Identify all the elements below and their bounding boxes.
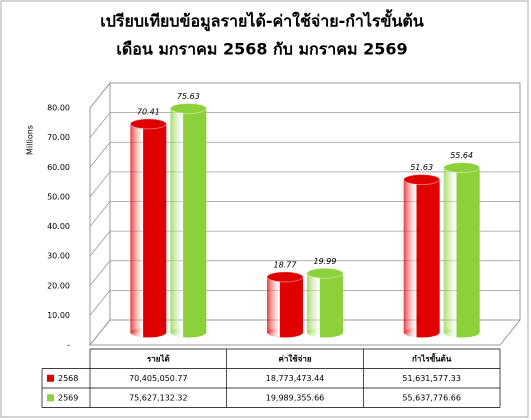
legend-label: 2569 (58, 393, 78, 402)
grid-line (89, 171, 520, 198)
bar-body (267, 276, 303, 333)
table-cell: 55,637,776.66 (402, 393, 461, 402)
data-label: 70.41 (137, 107, 160, 116)
bar-top (129, 118, 167, 130)
chart-title: เปรียบเทียบข้อมูลรายได้-ค่าใช้จ่าย-กำไรข… (100, 9, 424, 33)
bar-top (403, 174, 441, 186)
bar-top (266, 271, 304, 283)
grid-line (89, 141, 520, 168)
grid-line (89, 112, 520, 138)
grid-line (89, 260, 520, 286)
grid-line (89, 82, 520, 109)
data-label: 18.77 (274, 260, 298, 269)
table-header: รายได้ (147, 353, 170, 363)
table-cell: 70,405,050.77 (129, 374, 188, 383)
legend-label: 2568 (58, 374, 78, 383)
grid-line (89, 201, 520, 227)
bar-top (169, 102, 207, 114)
bar (129, 118, 167, 338)
data-label: 19.99 (314, 257, 337, 266)
chart-subtitle: เดือน มกราคม 2568 กับ มกราคม 2569 (116, 40, 407, 59)
data-label: 75.63 (177, 92, 200, 101)
y-tick-label: 50.00 (47, 192, 70, 201)
bar (443, 162, 481, 338)
bar-body (130, 123, 167, 333)
y-tick-label: - (67, 341, 70, 350)
bar-body (307, 273, 343, 333)
y-tick-label: 70.00 (47, 133, 70, 142)
y-tick-label: 20.00 (47, 281, 70, 290)
table-cell: 19,989,355.66 (266, 393, 325, 402)
bar-top (443, 162, 481, 174)
bar-body (443, 167, 480, 333)
bar (169, 102, 207, 338)
y-tick-label: 80.00 (47, 104, 70, 113)
table-cell: 75,627,132.32 (129, 393, 188, 402)
y-tick-label: 40.00 (47, 222, 70, 231)
legend-key (47, 374, 54, 382)
table-cell: 51,631,577.33 (402, 374, 461, 383)
table-header: ค่าใช้จ่าย (278, 353, 311, 363)
data-label: 51.63 (410, 163, 433, 172)
table-cell: 18,773,473.44 (266, 374, 325, 383)
y-tick-label: 10.00 (47, 311, 70, 320)
grid-line (89, 289, 520, 316)
bar-top (306, 267, 344, 279)
bar (306, 267, 344, 338)
bar-body (170, 108, 207, 333)
y-tick-label: 60.00 (47, 163, 70, 172)
y-axis-label: Millions (26, 125, 35, 155)
table-header: กำไรขั้นต้น (412, 352, 452, 363)
bar (403, 174, 441, 338)
bar-body (403, 179, 440, 333)
grid-line (89, 319, 520, 346)
data-label: 55.64 (450, 151, 473, 160)
grid-line (89, 230, 520, 257)
bar (266, 271, 304, 338)
legend-key (47, 394, 54, 402)
y-tick-label: 30.00 (47, 252, 70, 261)
